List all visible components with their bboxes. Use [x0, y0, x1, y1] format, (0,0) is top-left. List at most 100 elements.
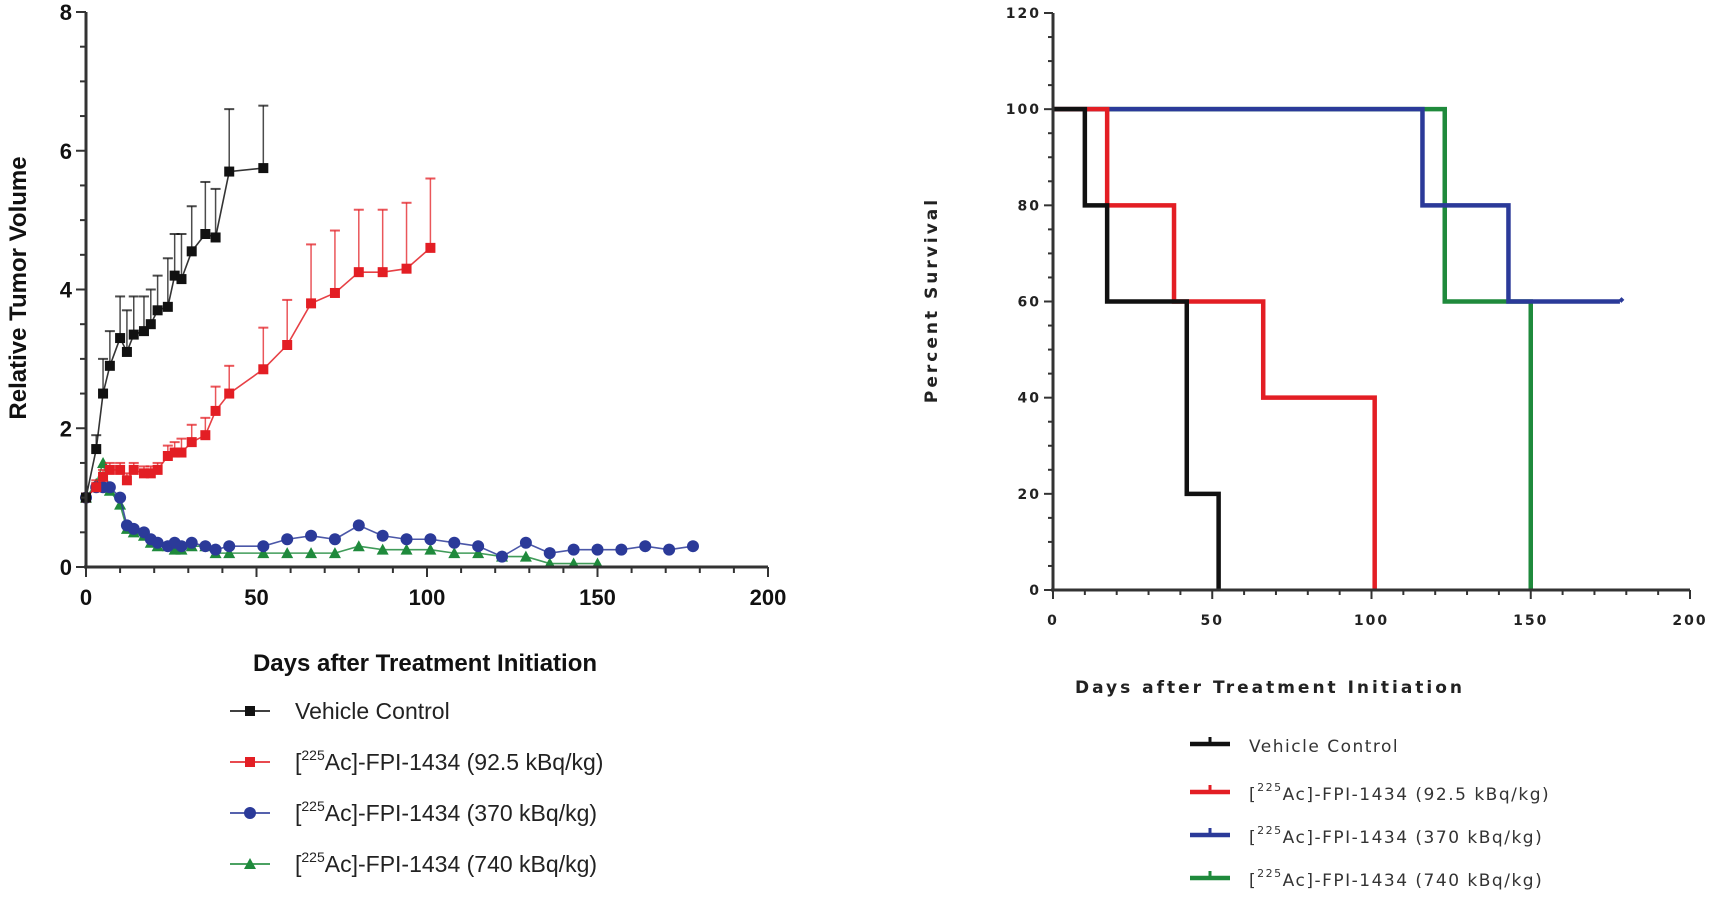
data-point	[115, 464, 126, 475]
x-tick-label: 0	[1047, 613, 1059, 629]
data-point	[91, 444, 102, 455]
y-tick-label: 100	[1006, 102, 1041, 118]
data-point	[543, 547, 556, 560]
legend-label: [225Ac]-FPI-1434 (740 kBq/kg)	[295, 849, 597, 877]
data-point	[448, 547, 461, 559]
x-tick-label: 200	[1672, 613, 1707, 629]
survival-step-2	[1053, 106, 1620, 304]
data-point	[138, 326, 149, 337]
data-point	[519, 550, 532, 562]
data-point	[472, 540, 485, 553]
x-tick-label: 150	[1513, 613, 1548, 629]
data-point	[305, 547, 318, 559]
y-tick-label: 0	[60, 555, 72, 580]
data-point	[175, 540, 188, 553]
data-point	[328, 547, 341, 559]
data-point	[98, 388, 109, 399]
data-point	[448, 536, 461, 549]
tumor-volume-chart: 0 2 4 6 8 0 50 100 150 200 Days after Treatment I…	[5, 0, 786, 877]
data-point	[591, 543, 604, 556]
survival-step-1	[1053, 106, 1377, 590]
data-point	[353, 267, 364, 278]
x-tick-label: 50	[1201, 613, 1224, 629]
data-point	[257, 547, 270, 559]
data-point	[377, 267, 388, 278]
y-tick-label: 60	[1018, 295, 1041, 311]
data-point	[145, 319, 156, 330]
data-point	[258, 163, 269, 174]
data-point	[224, 166, 235, 177]
y-tick-label: 8	[60, 0, 72, 25]
data-point	[162, 451, 173, 461]
data-point	[258, 364, 269, 375]
data-point	[138, 468, 149, 479]
data-point	[186, 246, 197, 257]
legend-marker	[245, 757, 255, 767]
data-point	[352, 540, 365, 552]
data-point	[152, 305, 163, 316]
data-point	[210, 405, 221, 416]
data-point	[121, 475, 132, 486]
tumor-volume-x-axis-title: Days after Treatment Initiation	[253, 650, 597, 677]
y-tick-label: 4	[60, 278, 73, 303]
data-point	[496, 550, 509, 563]
survival-y-axis-title: Percent Survival	[922, 197, 942, 403]
data-point	[209, 543, 222, 556]
y-tick-label: 0	[1029, 583, 1041, 599]
data-point	[352, 519, 365, 532]
data-point	[425, 242, 436, 253]
data-point	[127, 522, 140, 535]
x-tick-label: 0	[80, 585, 92, 610]
data-point	[282, 340, 293, 350]
y-tick-label: 80	[1018, 198, 1041, 214]
survival-step-3	[1053, 106, 1533, 590]
data-point	[210, 232, 221, 243]
legend-label: [225Ac]-FPI-1434 (740 kBq/kg)	[1249, 867, 1543, 891]
data-point	[98, 471, 109, 482]
legend-item: Vehicle Control	[230, 698, 450, 724]
x-tick-label: 150	[579, 585, 616, 610]
y-tick-label: 2	[60, 416, 72, 441]
data-point	[567, 543, 580, 556]
data-point	[151, 536, 164, 549]
data-point	[223, 547, 236, 559]
data-point	[401, 263, 412, 274]
y-tick-label: 120	[1006, 6, 1041, 22]
legend-label: [225Ac]-FPI-1434 (370 kBq/kg)	[295, 798, 597, 826]
censor-mark	[1618, 297, 1625, 303]
legend-label: [225Ac]-FPI-1434 (370 kBq/kg)	[1249, 824, 1543, 848]
data-point	[121, 346, 132, 357]
data-point	[162, 301, 173, 312]
data-point	[305, 529, 318, 542]
data-point	[199, 540, 212, 553]
data-point	[472, 547, 485, 559]
legend-item: [225Ac]-FPI-1434 (92.5 kBq/kg)	[1190, 781, 1550, 805]
legend-label: [225Ac]-FPI-1434 (92.5 kBq/kg)	[1249, 781, 1550, 805]
data-point	[115, 333, 126, 344]
data-point	[114, 491, 127, 504]
survival-chart: 0 20 40 60 80 100 120 0 50 100 150 200 Days after T…	[922, 6, 1707, 891]
legend-label: [225Ac]-FPI-1434 (92.5 kBq/kg)	[295, 747, 603, 775]
data-point	[145, 468, 156, 479]
data-point	[169, 447, 180, 458]
data-point	[328, 533, 341, 546]
data-point	[104, 360, 115, 371]
series-0	[81, 104, 269, 503]
data-point	[176, 447, 187, 458]
y-tick-label: 6	[60, 139, 72, 164]
data-point	[424, 543, 437, 555]
legend-item: Vehicle Control	[1190, 737, 1398, 757]
data-point	[176, 274, 187, 285]
data-point	[257, 540, 270, 553]
legend-item: [225Ac]-FPI-1434 (370 kBq/kg)	[230, 798, 597, 826]
survival-legend: Vehicle Control [225Ac]-FPI-1434 (92.5 kB…	[1190, 737, 1550, 891]
series-1	[81, 177, 436, 503]
data-point	[186, 437, 197, 448]
data-point	[91, 482, 102, 493]
data-point	[519, 536, 532, 549]
legend-marker	[244, 807, 256, 819]
data-point	[223, 540, 236, 553]
x-tick-label: 100	[409, 585, 446, 610]
data-point	[329, 287, 340, 298]
x-tick-label: 50	[244, 585, 268, 610]
